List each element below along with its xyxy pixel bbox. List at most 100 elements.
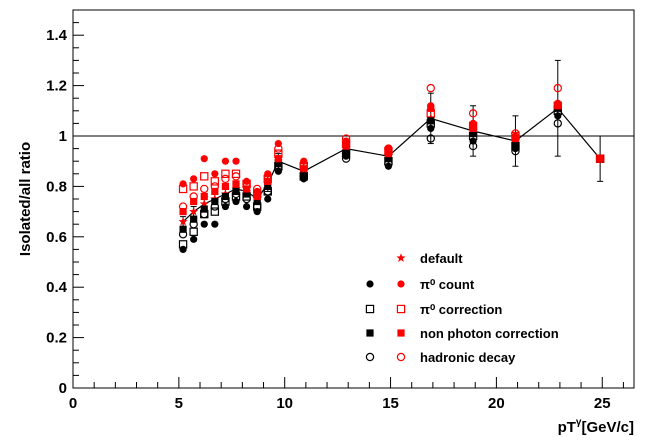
data-point-filled-square-black bbox=[179, 225, 187, 233]
data-point-open-square-red bbox=[200, 172, 209, 181]
data-point-star-red bbox=[178, 216, 188, 226]
data-point-filled-square-red bbox=[427, 104, 435, 112]
data-point-filled-square-black bbox=[427, 117, 435, 125]
legend-label: π⁰ count bbox=[420, 277, 475, 292]
data-point-open-square-black bbox=[189, 227, 198, 236]
data-point-open-circle-black bbox=[189, 219, 198, 229]
data-point-open-circle-red bbox=[299, 159, 308, 168]
data-point-filled-square-red bbox=[554, 102, 562, 110]
data-point-filled-square-black bbox=[200, 205, 208, 213]
data-point-filled-square-black bbox=[384, 155, 393, 163]
data-point-filled-circle-black bbox=[242, 202, 251, 211]
data-point-open-circle-black bbox=[252, 202, 262, 211]
data-point-open-circle-black bbox=[274, 164, 283, 173]
data-point-filled-square-red bbox=[274, 155, 282, 163]
data-point-open-circle-black bbox=[178, 230, 188, 239]
data-point-filled-square-red bbox=[511, 134, 520, 143]
data-point-open-circle-black bbox=[341, 154, 351, 163]
legend-marker-open-circle-black bbox=[365, 352, 375, 362]
y-tick-label: 0.8 bbox=[46, 178, 67, 195]
data-point-open-circle-black bbox=[553, 119, 562, 128]
y-tick-label: 1.4 bbox=[46, 27, 68, 44]
marker-group bbox=[178, 83, 605, 253]
data-point-filled-circle-red bbox=[190, 175, 198, 183]
data-point-filled-square-black bbox=[232, 187, 240, 196]
data-point-open-circle-red bbox=[595, 154, 605, 163]
x-tick-label: 10 bbox=[276, 395, 293, 412]
y-axis-title: Isolated/all ratio bbox=[17, 142, 34, 256]
data-point-filled-square-black bbox=[342, 147, 350, 155]
data-point-filled-square-red bbox=[300, 165, 308, 173]
data-point-filled-square-red bbox=[200, 192, 208, 201]
data-point-filled-square-black bbox=[264, 182, 272, 190]
data-point-filled-square-red bbox=[596, 155, 604, 163]
data-point-open-circle-red bbox=[468, 109, 478, 118]
data-point-filled-circle-red bbox=[179, 180, 187, 188]
legend-marker-filled-square-red bbox=[397, 329, 405, 337]
data-point-open-circle-red bbox=[553, 83, 562, 93]
data-point-open-circle-red bbox=[178, 202, 188, 211]
data-point-filled-square-red bbox=[342, 142, 350, 150]
data-point-filled-square-red bbox=[179, 208, 187, 216]
data-point-filled-square-black bbox=[469, 129, 477, 138]
data-point-filled-circle-black bbox=[232, 197, 240, 206]
data-point-open-circle-red bbox=[263, 172, 272, 181]
data-point-open-square-red bbox=[189, 182, 198, 191]
data-point-filled-square-black bbox=[274, 160, 282, 168]
data-point-filled-square-black bbox=[211, 197, 219, 206]
y-tick-label: 0.6 bbox=[46, 229, 67, 246]
data-point-open-circle-black bbox=[468, 141, 478, 151]
data-point-filled-square-red bbox=[232, 180, 240, 188]
data-point-open-circle-red bbox=[426, 83, 435, 93]
y-tick-label: 0 bbox=[59, 380, 67, 397]
data-point-open-circle-red bbox=[221, 174, 230, 184]
data-point-filled-square-black bbox=[190, 215, 198, 223]
data-point-open-circle-red bbox=[210, 182, 220, 191]
x-tick-label: 15 bbox=[382, 395, 399, 412]
data-point-filled-circle-black bbox=[264, 195, 272, 203]
data-point-open-circle-red bbox=[274, 144, 283, 153]
x-tick-label: 25 bbox=[594, 395, 611, 412]
x-axis-title-sup: γ bbox=[576, 417, 582, 428]
y-tick-label: 0.2 bbox=[46, 330, 67, 347]
x-axis-title-main: pT bbox=[558, 419, 576, 436]
y-tick-label: 1.2 bbox=[46, 78, 67, 95]
data-point-open-circle-black bbox=[210, 202, 220, 211]
x-tick-label: 20 bbox=[488, 395, 505, 412]
data-point-filled-circle-black bbox=[190, 235, 198, 243]
legend-marker-filled-circle-red bbox=[397, 280, 405, 288]
data-point-filled-square-red bbox=[242, 185, 251, 193]
y-tick-label: 1 bbox=[59, 128, 67, 145]
data-point-filled-square-red bbox=[221, 182, 230, 190]
data-point-open-circle-red bbox=[252, 184, 262, 194]
data-point-open-circle-red bbox=[231, 172, 241, 181]
legend: default π⁰ count π⁰ correction non photon c… bbox=[365, 251, 559, 365]
data-point-star-red bbox=[199, 199, 209, 208]
legend-label: non photon correction bbox=[420, 326, 559, 341]
data-point-open-circle-red bbox=[242, 182, 251, 191]
legend-marker-open-circle-red bbox=[396, 352, 406, 362]
data-point-open-square-red bbox=[210, 177, 220, 186]
data-point-filled-square-red bbox=[253, 192, 261, 201]
data-point-open-square-black bbox=[210, 207, 220, 216]
x-axis-title-unit: [GeV/c] bbox=[581, 419, 634, 436]
data-point-filled-square-black bbox=[242, 190, 251, 198]
data-point-open-circle-red bbox=[341, 134, 351, 143]
y-tick-label: 0.4 bbox=[46, 279, 68, 296]
data-point-open-square-red bbox=[231, 169, 241, 178]
data-point-open-circle-red bbox=[200, 184, 209, 194]
data-point-filled-circle-red bbox=[211, 170, 219, 178]
data-point-open-circle-black bbox=[221, 194, 230, 204]
data-point-filled-square-black bbox=[221, 192, 230, 201]
data-point-filled-circle-black bbox=[179, 245, 187, 253]
data-point-filled-square-black bbox=[253, 197, 261, 206]
data-point-filled-circle-red bbox=[221, 157, 230, 165]
data-point-open-square-red bbox=[178, 184, 188, 194]
data-point-open-circle-black bbox=[231, 189, 241, 199]
x-tick-label: 5 bbox=[175, 395, 183, 412]
data-point-filled-square-red bbox=[384, 150, 393, 158]
legend-marker-filled-circle-black bbox=[366, 280, 374, 288]
data-point-filled-circle-red bbox=[200, 155, 208, 163]
legend-label: hadronic decay bbox=[420, 350, 516, 365]
legend-marker-open-square-black bbox=[365, 304, 375, 314]
